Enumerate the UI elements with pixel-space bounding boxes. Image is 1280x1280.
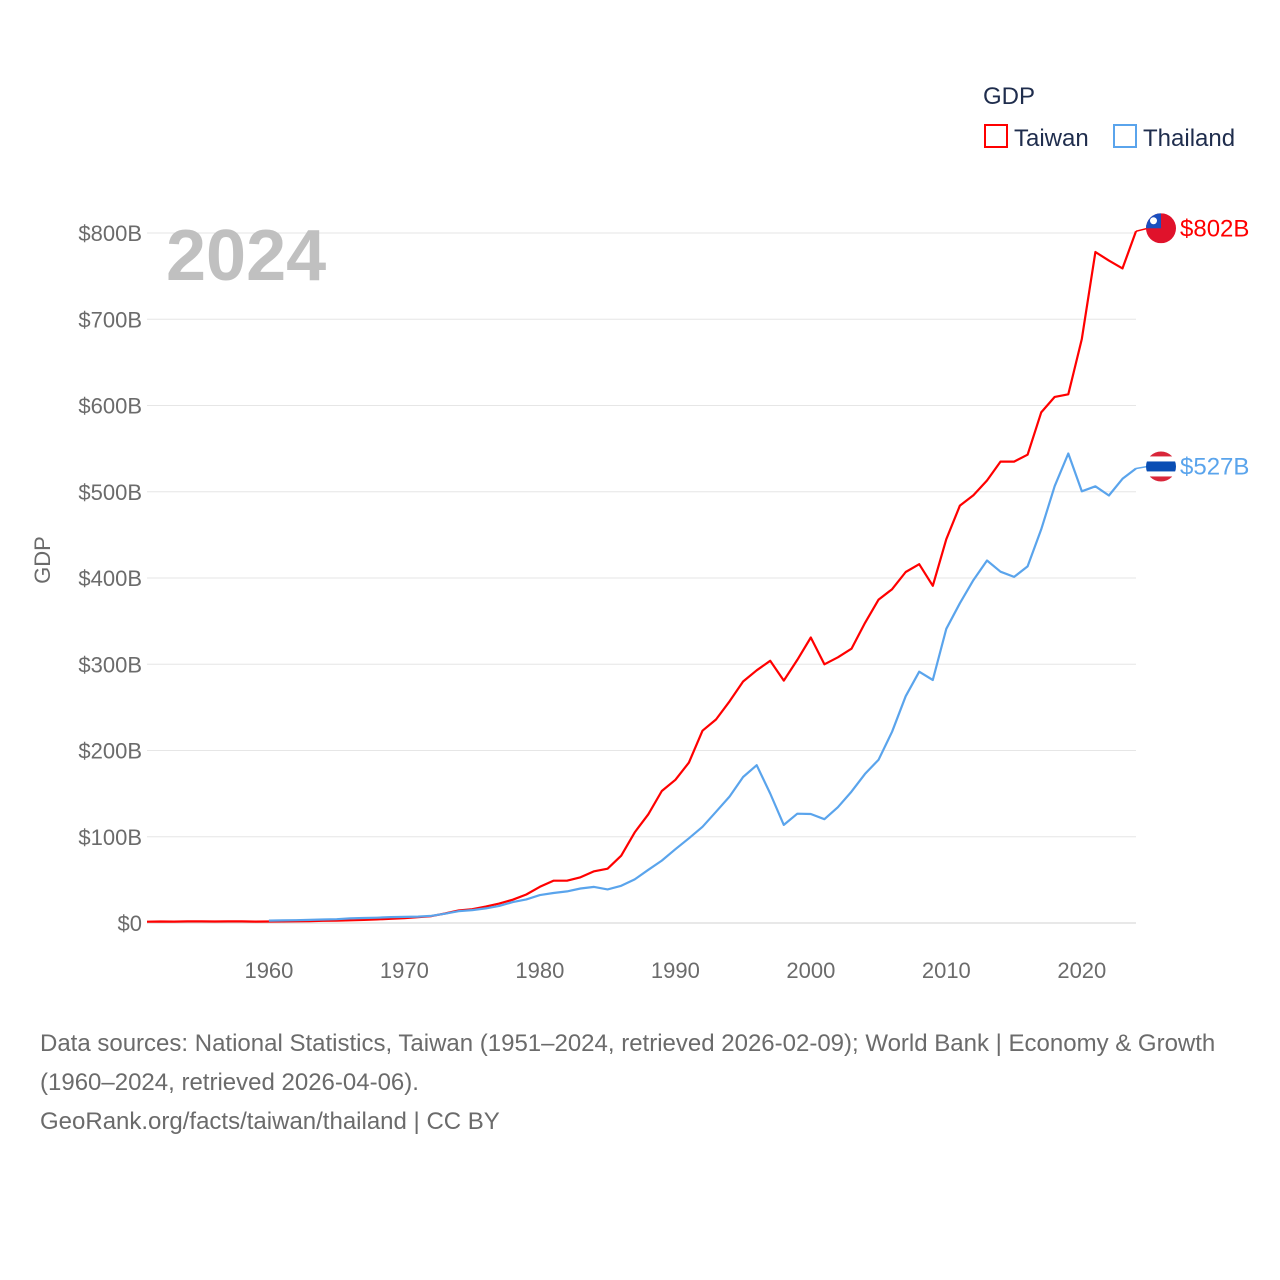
y-tick-label: $400B <box>78 566 142 591</box>
y-tick-label: $200B <box>78 739 142 764</box>
series-end-labels: $802B $527B <box>1135 213 1249 482</box>
y-tick-label: $300B <box>78 652 142 677</box>
thailand-flag-icon <box>1146 451 1176 482</box>
gridlines <box>147 232 1136 924</box>
legend-label-thailand[interactable]: Thailand <box>1143 125 1235 152</box>
year-label: 2024 <box>166 216 326 296</box>
end-value-label: $802B <box>1180 215 1249 242</box>
series-line-thailand[interactable] <box>268 452 1137 922</box>
x-tick-label: 2020 <box>1057 958 1106 983</box>
gdp-line-chart: $0 $100B $200B $300B $400B $500B $600B $700B $80… <box>30 83 1249 983</box>
y-tick-label: $800B <box>78 221 142 246</box>
series-line-taiwan[interactable] <box>146 230 1138 923</box>
legend-title: GDP <box>983 83 1035 110</box>
x-tick-label: 1970 <box>380 958 429 983</box>
end-connector <box>1135 465 1149 470</box>
footer: Data sources: National Statistics, Taiwa… <box>40 1024 1240 1141</box>
y-tick-label: $0 <box>118 911 142 936</box>
legend: GDP Taiwan Thailand <box>983 83 1235 152</box>
y-tick-label: $100B <box>78 825 142 850</box>
x-axis-ticks: 1960 1970 1980 1990 2000 2010 2020 <box>244 958 1106 983</box>
x-tick-label: 1990 <box>651 958 700 983</box>
legend-swatch-taiwan[interactable] <box>984 124 1008 148</box>
x-tick-label: 1980 <box>515 958 564 983</box>
end-connector <box>1135 227 1149 233</box>
y-tick-label: $600B <box>78 394 142 419</box>
legend-label-taiwan[interactable]: Taiwan <box>1014 125 1089 152</box>
x-tick-label: 1960 <box>244 958 293 983</box>
x-tick-label: 2000 <box>786 958 835 983</box>
taiwan-flag-icon <box>1146 213 1176 244</box>
y-tick-label: $700B <box>78 307 142 332</box>
end-value-label: $527B <box>1180 453 1249 480</box>
y-axis-ticks: $0 $100B $200B $300B $400B $500B $600B $700B $80… <box>78 221 142 936</box>
series-lines <box>146 230 1138 923</box>
legend-swatch-thailand[interactable] <box>1113 124 1137 148</box>
x-tick-label: 2010 <box>922 958 971 983</box>
y-tick-label: $500B <box>78 480 142 505</box>
data-sources: Data sources: National Statistics, Taiwa… <box>40 1030 1216 1096</box>
y-axis-label: GDP <box>30 536 55 584</box>
credit-link[interactable]: GeoRank.org/facts/taiwan/thailand | CC B… <box>40 1108 500 1135</box>
